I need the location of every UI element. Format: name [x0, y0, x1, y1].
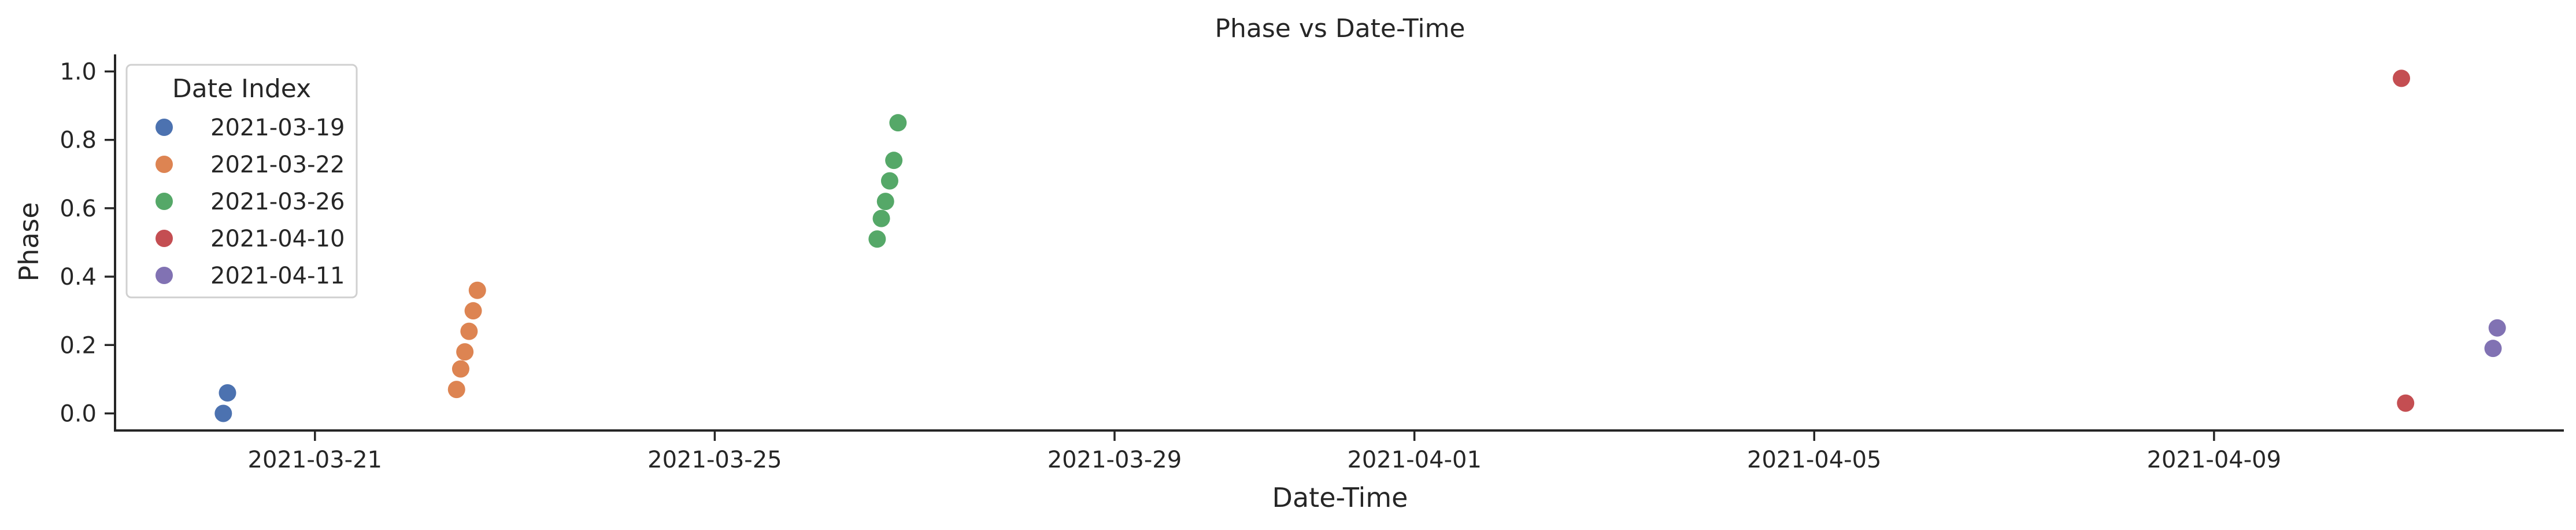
legend-label: 2021-04-11	[210, 263, 345, 289]
legend: Date Index 2021-03-19 2021-03-22 2021-03-2…	[125, 64, 358, 299]
legend-marker	[156, 193, 173, 210]
x-ticks: 2021-03-21 2021-03-25 2021-03-29 2021-04-01…	[248, 430, 2281, 473]
data-point	[2397, 394, 2415, 412]
legend-frame	[125, 64, 358, 299]
legend-label: 2021-03-19	[210, 115, 345, 141]
x-tick-label: 2021-04-01	[1347, 447, 1481, 473]
data-point	[872, 209, 890, 227]
data-point	[447, 381, 465, 399]
data-point	[2488, 319, 2506, 337]
legend-title: Date Index	[172, 74, 311, 104]
legend-marker	[156, 156, 173, 173]
y-tick-label: 0.2	[60, 332, 97, 359]
legend-marker	[156, 119, 173, 136]
legend-items: 2021-03-19 2021-03-22 2021-03-26 2021-04-10…	[156, 115, 345, 289]
x-tick-label: 2021-03-25	[647, 447, 782, 473]
x-axis-label: Date-Time	[1272, 482, 1408, 513]
data-point	[889, 114, 907, 132]
y-ticks: 0.0 0.2 0.4 0.6 0.8 1.0	[60, 59, 115, 427]
x-tick-label: 2021-03-29	[1048, 447, 1182, 473]
data-point	[880, 172, 898, 190]
data-point	[456, 343, 474, 361]
data-point	[464, 302, 482, 320]
data-point	[468, 281, 486, 299]
y-tick-label: 0.0	[60, 400, 97, 427]
x-tick-label: 2021-04-05	[1747, 447, 1881, 473]
data-point	[2393, 69, 2411, 87]
x-tick-label: 2021-04-09	[2147, 447, 2281, 473]
legend-label: 2021-04-10	[210, 226, 345, 252]
y-tick-label: 0.8	[60, 127, 97, 154]
data-points	[214, 69, 2506, 422]
plot-area: 0.00.20.40.60.81.0 2021-03-21 2021-03-25 2…	[60, 54, 2564, 473]
y-axis-label: Phase	[13, 202, 45, 281]
data-point	[219, 384, 236, 402]
legend-marker	[156, 230, 173, 247]
data-point	[885, 152, 903, 170]
legend-label: 2021-03-26	[210, 189, 345, 215]
data-point	[2484, 340, 2502, 358]
data-point	[214, 404, 232, 422]
y-tick-label: 1.0	[60, 59, 97, 86]
y-tick-label: 0.4	[60, 264, 97, 290]
legend-label: 2021-03-22	[210, 152, 345, 178]
data-point	[876, 193, 894, 211]
y-tick-label: 0.6	[60, 196, 97, 222]
data-point	[451, 360, 469, 378]
data-point	[460, 322, 478, 340]
legend-marker	[156, 267, 173, 284]
chart-title: Phase vs Date-Time	[1215, 14, 1465, 43]
data-point	[868, 230, 886, 248]
x-tick-label: 2021-03-21	[248, 447, 382, 473]
